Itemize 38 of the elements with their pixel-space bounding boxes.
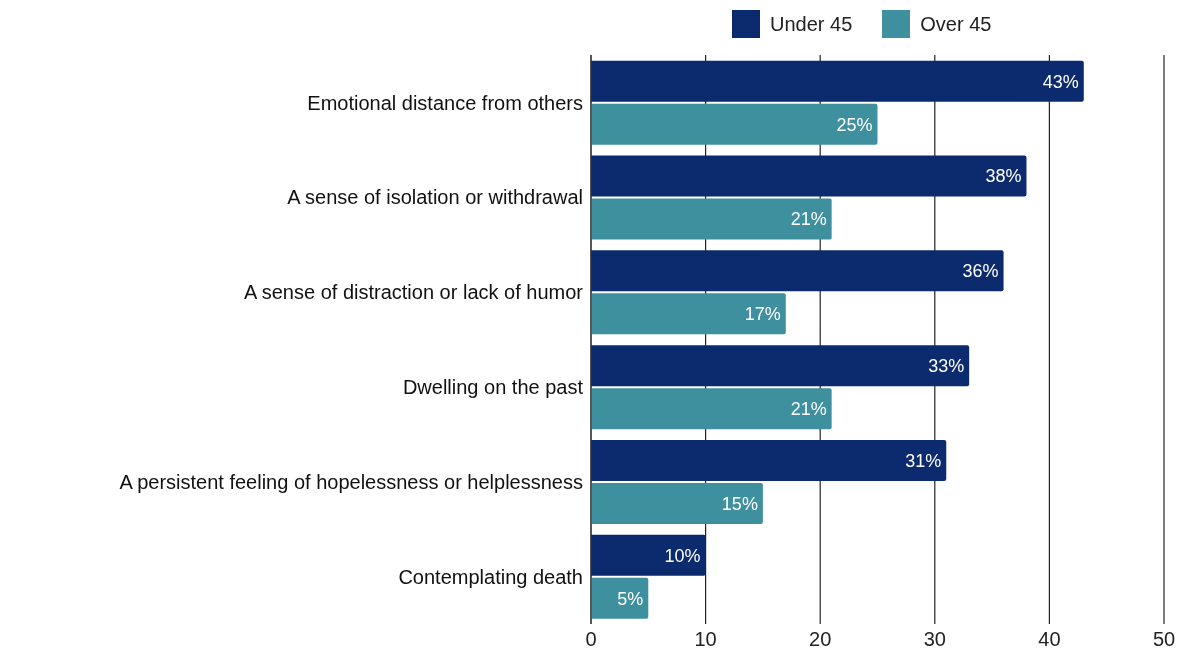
bar <box>591 198 832 240</box>
data-label: 38% <box>985 166 1022 187</box>
bar <box>591 293 786 335</box>
bar <box>591 534 706 576</box>
bar <box>591 440 947 482</box>
y-tick-label: A sense of isolation or withdrawal <box>287 186 583 209</box>
legend-label: Under 45 <box>770 12 853 36</box>
data-label: 15% <box>721 493 758 514</box>
x-tick-label: 10 <box>694 628 717 651</box>
y-tick-label: Contemplating death <box>398 565 583 588</box>
y-tick-label: A persistent feeling of hopelessness or helplessness <box>119 470 583 493</box>
y-tick-label: Dwelling on the past <box>402 376 584 399</box>
x-tick-label: 20 <box>809 628 832 651</box>
bar <box>591 483 763 525</box>
data-label: 21% <box>790 209 827 230</box>
legend-label: Over 45 <box>920 12 992 36</box>
data-label: 31% <box>905 450 942 471</box>
data-label: 43% <box>1042 71 1079 92</box>
bar <box>591 388 832 430</box>
bar <box>591 60 1084 102</box>
y-tick-label: Emotional distance from others <box>307 91 583 114</box>
bar <box>591 577 649 619</box>
x-tick-label: 40 <box>1038 628 1061 651</box>
x-tick-label: 0 <box>585 628 597 651</box>
x-tick-label: 30 <box>923 628 946 651</box>
bar <box>591 155 1027 197</box>
data-label: 33% <box>928 356 965 377</box>
data-label: 17% <box>744 304 781 325</box>
bar <box>591 250 1004 292</box>
bar <box>591 345 970 387</box>
x-tick-label: 50 <box>1152 628 1176 651</box>
data-label: 25% <box>836 114 873 135</box>
data-label: 36% <box>962 261 999 282</box>
data-label: 10% <box>664 545 701 566</box>
bar <box>591 103 878 145</box>
data-label: 21% <box>790 399 827 420</box>
data-label: 5% <box>617 588 644 609</box>
y-tick-label: A sense of distraction or lack of humor <box>243 281 584 304</box>
